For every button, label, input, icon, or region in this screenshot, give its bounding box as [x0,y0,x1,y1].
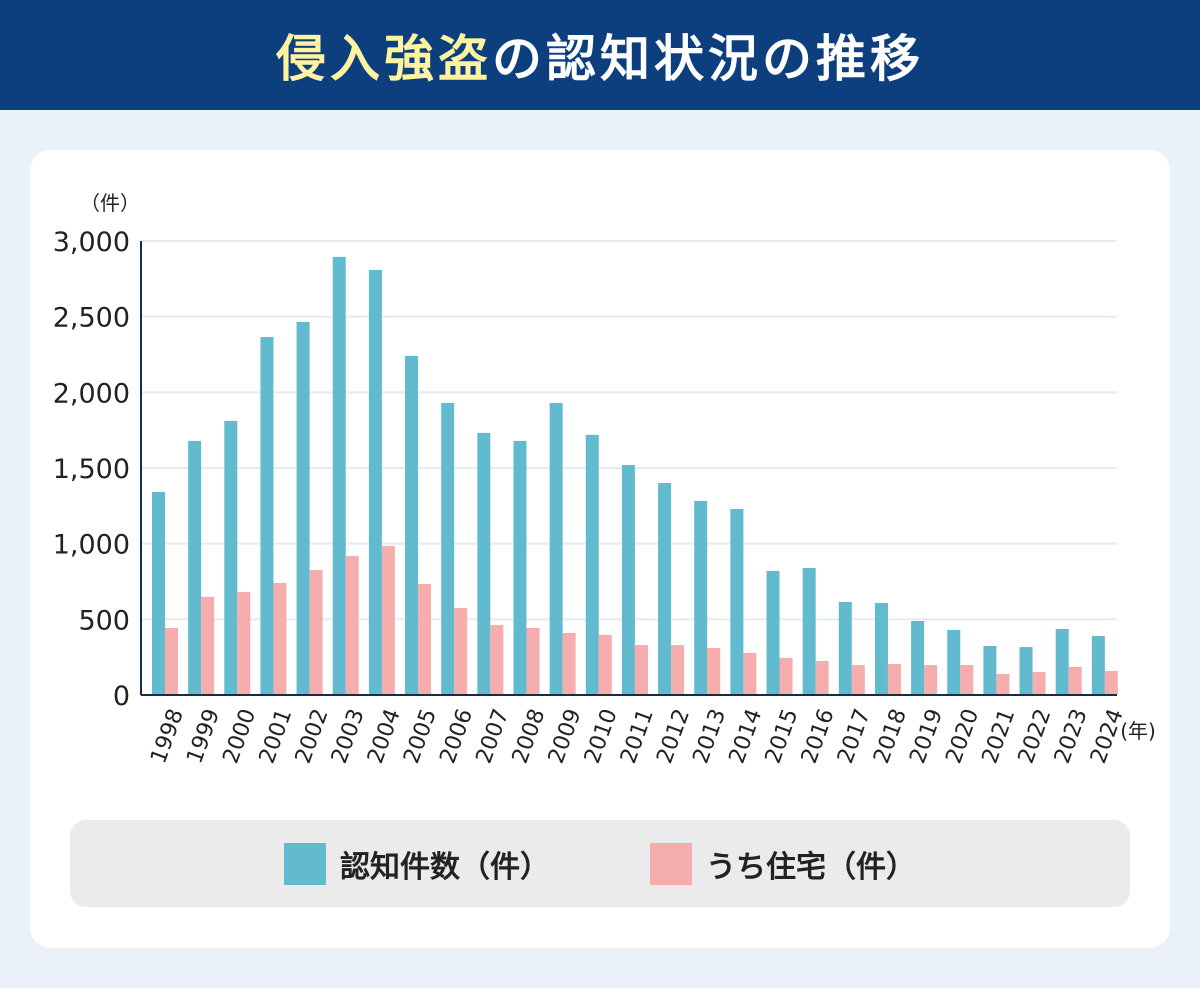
bar-recognized-2010 [585,434,599,695]
y-tick-label: 1,000 [53,530,130,561]
bar-residential-2015 [779,657,793,695]
bar-residential-2013 [707,647,721,695]
bar-residential-2021 [996,673,1010,695]
bar-residential-2011 [634,645,648,695]
bar-residential-2016 [815,660,829,695]
bar-residential-2022 [1032,671,1046,695]
bar-residential-2001 [273,583,287,695]
bar-recognized-2006 [441,402,455,695]
bar-recognized-2011 [621,464,635,695]
bar-residential-2014 [743,652,757,695]
bar-residential-2009 [562,632,576,695]
bar-residential-2003 [345,555,359,695]
bar-residential-2019 [924,665,938,695]
legend-swatch [284,842,326,885]
title-highlight: 侵入強盗 [276,30,492,88]
bar-residential-2017 [851,665,865,695]
chart-card [30,150,1170,948]
bar-residential-2023 [1068,667,1082,695]
title-rest: の認知状況の推移 [492,30,924,88]
bar-residential-2018 [887,663,901,695]
bar-recognized-2023 [1055,629,1069,695]
bar-residential-2006 [454,607,468,695]
bar-residential-2004 [381,545,395,695]
bar-recognized-2015 [766,570,780,695]
legend-label: うち住宅（件） [706,849,916,885]
y-tick-label: 2,000 [53,378,130,409]
bar-recognized-2020 [947,629,961,695]
bar-residential-2010 [598,634,612,695]
y-tick-label: 500 [78,605,130,636]
bar-recognized-2004 [368,269,382,695]
bar-recognized-2003 [332,256,346,695]
bar-recognized-2002 [296,321,310,695]
bar-recognized-2024 [1091,635,1105,695]
bar-residential-1998 [165,627,178,695]
y-tick-label: 1,500 [53,454,130,485]
y-tick-label: 2,500 [53,303,130,334]
bar-residential-2002 [309,569,323,695]
bar-recognized-2017 [838,601,852,695]
y-axis-unit: （件） [80,191,140,215]
legend-label: 認知件数（件） [340,849,550,885]
bar-recognized-2001 [260,336,274,695]
bar-recognized-2008 [513,440,527,695]
bar-recognized-2000 [224,420,238,695]
header: 侵入強盗の認知状況の推移 [0,0,1200,110]
bar-residential-2008 [526,627,540,695]
bar-recognized-2013 [694,500,708,695]
legend: 認知件数（件） うち住宅（件） [70,820,1130,907]
legend-item-series1: 認知件数（件） [284,842,550,886]
legend-swatch [650,842,692,885]
bar-residential-2024 [1104,670,1118,695]
bar-recognized-2018 [874,602,888,695]
bar-recognized-2014 [730,509,744,695]
page-title: 侵入強盗の認知状況の推移 [276,19,924,91]
bar-residential-2005 [418,583,432,695]
bar-residential-1999 [201,596,215,695]
bar-residential-2000 [237,591,251,695]
bar-recognized-2009 [549,402,563,695]
bar-recognized-2021 [983,645,997,695]
bar-recognized-2019 [911,620,925,695]
bar-recognized-1998 [152,491,165,695]
bar-residential-2007 [490,624,504,695]
bar-residential-2012 [671,645,685,695]
bar-recognized-2016 [802,568,816,695]
bar-residential-2020 [960,665,974,695]
legend-item-series2: うち住宅（件） [650,842,916,886]
bar-recognized-2022 [1019,647,1033,695]
x-axis-unit: (年) [1120,719,1156,743]
bar-recognized-2007 [477,432,491,695]
y-tick-label: 0 [113,681,130,712]
bar-recognized-2005 [405,355,419,695]
bar-recognized-1999 [188,440,202,695]
y-tick-label: 3,000 [53,227,130,258]
bar-recognized-2012 [658,482,672,695]
